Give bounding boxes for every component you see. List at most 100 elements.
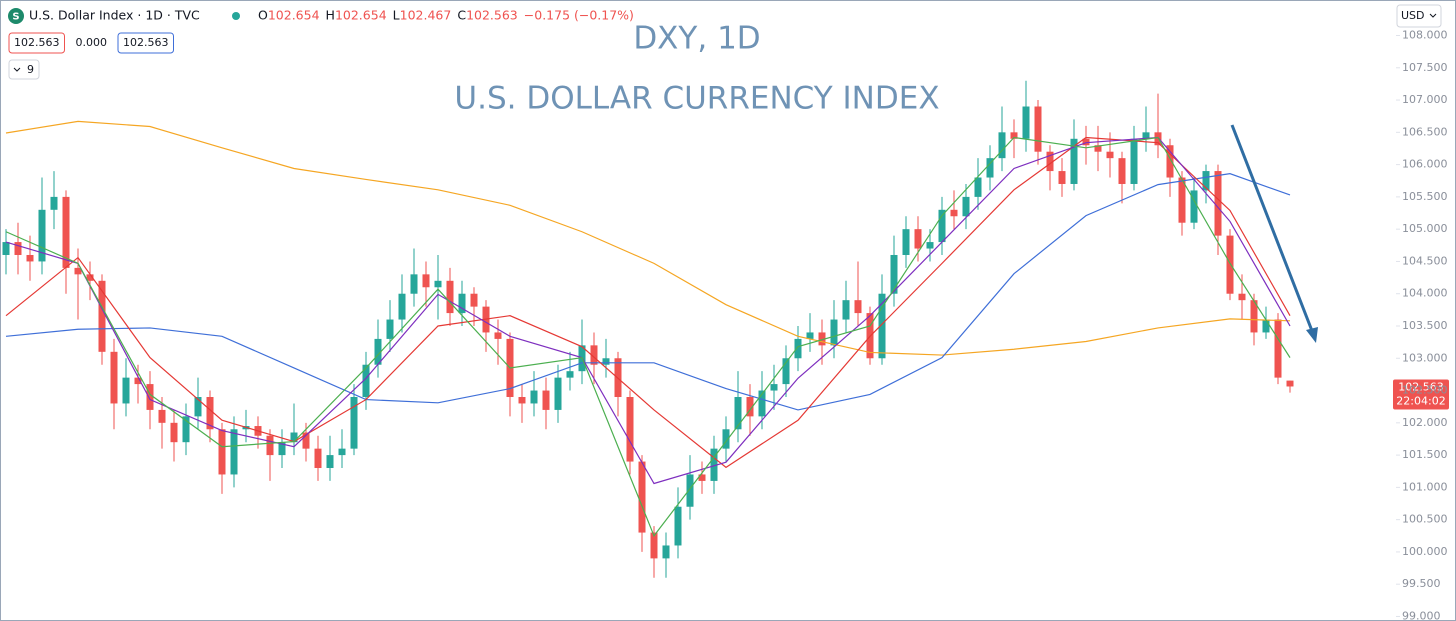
ohlc-letter: H bbox=[326, 8, 335, 23]
plot-area bbox=[2, 35, 1400, 617]
candle-body bbox=[914, 229, 922, 249]
candle-body bbox=[698, 474, 706, 481]
ohlc-value: 102.467 bbox=[400, 8, 452, 23]
candle-body bbox=[1082, 138, 1090, 146]
candle-body bbox=[1130, 138, 1138, 184]
y-tick-label: 102.000 bbox=[1402, 416, 1448, 429]
candle-body bbox=[1238, 293, 1246, 301]
candle-body bbox=[518, 397, 526, 404]
candle-body bbox=[590, 345, 598, 365]
candle-body bbox=[470, 293, 478, 307]
symbol-name: U.S. Dollar Index · 1D · TVC bbox=[29, 8, 200, 23]
price-tag-value: 102.563 bbox=[1398, 380, 1444, 393]
candle-body bbox=[962, 196, 970, 217]
y-tick-label: 105.000 bbox=[1402, 222, 1448, 235]
market-status bbox=[232, 12, 240, 20]
candle-body bbox=[782, 358, 790, 385]
symbol-icon bbox=[8, 8, 24, 24]
indicator-value: 0.000 bbox=[76, 36, 108, 49]
trend-arrow bbox=[1230, 124, 1316, 337]
candle-body bbox=[74, 267, 82, 275]
y-tick-label: 104.000 bbox=[1402, 287, 1448, 300]
ohlc-value: 102.654 bbox=[335, 8, 387, 23]
y-tick-label: 105.500 bbox=[1402, 190, 1448, 203]
candle-body bbox=[1286, 380, 1294, 387]
candle-body bbox=[806, 332, 814, 339]
indicator-value: 102.563 bbox=[14, 36, 60, 49]
chart-subtitle: U.S. DOLLAR CURRENCY INDEX bbox=[454, 81, 939, 117]
candle-body bbox=[1022, 106, 1030, 139]
candle-body bbox=[170, 422, 178, 443]
ohlc-letter: O bbox=[258, 8, 268, 23]
candle-body bbox=[422, 274, 430, 288]
candle-body bbox=[134, 377, 142, 385]
candle-body bbox=[710, 448, 718, 481]
candle-body bbox=[1142, 132, 1150, 139]
candle-body bbox=[1190, 190, 1198, 223]
candle-body bbox=[722, 429, 730, 449]
moving-average bbox=[5, 136, 1291, 485]
candle-body bbox=[602, 358, 610, 365]
candle-body bbox=[758, 390, 766, 417]
indicator-box bbox=[8, 32, 65, 54]
y-tick-label: 106.500 bbox=[1402, 125, 1448, 138]
candle-body bbox=[338, 448, 346, 456]
candle-body bbox=[638, 461, 646, 533]
candle-body bbox=[530, 390, 538, 404]
candle-body bbox=[986, 158, 994, 178]
candle-body bbox=[122, 377, 130, 404]
y-tick-label: 101.500 bbox=[1402, 448, 1448, 461]
candle-body bbox=[542, 390, 550, 410]
y-tick-label: 102.500 bbox=[1402, 384, 1448, 397]
candle-body bbox=[410, 274, 418, 294]
candle-body bbox=[194, 397, 202, 417]
currency[interactable]: USD bbox=[1401, 9, 1425, 22]
currency-caret bbox=[1429, 13, 1437, 18]
candle-body bbox=[902, 229, 910, 255]
ohlc-value: 102.563 bbox=[466, 8, 518, 23]
symbol-icon-letter: S bbox=[12, 12, 19, 23]
ohlc-letter: L bbox=[393, 8, 400, 23]
y-tick-label: 100.000 bbox=[1402, 545, 1448, 558]
candle-body bbox=[38, 209, 46, 262]
toggle-caret bbox=[13, 67, 21, 72]
candle-body bbox=[878, 293, 886, 359]
candle-body bbox=[1070, 138, 1078, 184]
y-tick-label: 99.500 bbox=[1402, 577, 1441, 590]
candle-body bbox=[302, 432, 310, 449]
candle-body bbox=[266, 435, 274, 456]
candle-body bbox=[446, 280, 454, 314]
candle-body bbox=[14, 242, 22, 255]
ohlc-letter: C bbox=[457, 8, 466, 23]
candle-body bbox=[158, 409, 166, 423]
candle-body bbox=[674, 506, 682, 546]
candle-body bbox=[290, 432, 298, 443]
candle-body bbox=[1106, 151, 1114, 159]
candle-body bbox=[554, 377, 562, 410]
indicator-count[interactable]: 9 bbox=[27, 63, 34, 76]
candle-body bbox=[938, 209, 946, 243]
candle-body bbox=[1118, 158, 1126, 184]
candle-body bbox=[398, 293, 406, 320]
candle-body bbox=[350, 397, 358, 449]
candle-body bbox=[326, 455, 334, 469]
candle-body bbox=[98, 280, 106, 352]
candle-body bbox=[362, 364, 370, 398]
candle-body bbox=[434, 280, 442, 288]
candle-body bbox=[1262, 319, 1270, 333]
currency-button[interactable] bbox=[1396, 4, 1442, 28]
ohlc-value: 102.654 bbox=[268, 8, 320, 23]
moving-average bbox=[5, 173, 1291, 411]
candle-body bbox=[926, 242, 934, 249]
y-tick-label: 100.500 bbox=[1402, 513, 1448, 526]
price-tag-box bbox=[1393, 379, 1449, 410]
candle-body bbox=[494, 332, 502, 339]
moving-average bbox=[5, 136, 1291, 469]
candle-body bbox=[566, 371, 574, 378]
indicators-toggle[interactable] bbox=[8, 59, 40, 80]
candle-body bbox=[206, 397, 214, 430]
candle-body bbox=[50, 196, 58, 210]
candle-body bbox=[278, 442, 286, 456]
